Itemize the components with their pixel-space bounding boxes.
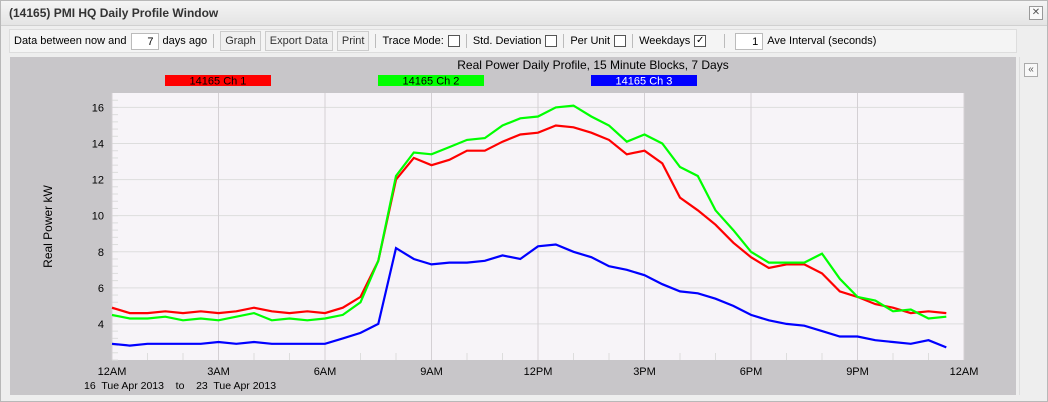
legend-swatch bbox=[591, 75, 697, 86]
separator bbox=[632, 34, 634, 48]
y-axis-label: Real Power kW bbox=[41, 184, 55, 267]
x-tick-label: 9AM bbox=[420, 366, 443, 378]
x-tick-label: 3PM bbox=[633, 366, 656, 378]
x-tick-label: 6PM bbox=[740, 366, 763, 378]
print-button[interactable]: Print bbox=[336, 31, 370, 51]
per-unit-checkbox[interactable] bbox=[614, 35, 627, 47]
legend-swatch bbox=[378, 75, 484, 86]
x-tick-label: 6AM bbox=[314, 366, 337, 378]
x-tick-label: 12AM bbox=[98, 366, 127, 378]
y-tick-label: 14 bbox=[92, 139, 104, 151]
std-deviation-label: Std. Deviation bbox=[472, 35, 542, 47]
separator bbox=[465, 34, 467, 48]
days-input[interactable]: 7 bbox=[130, 32, 159, 50]
toolbar: Data between now and 7 days ago Graph Ex… bbox=[9, 29, 1017, 53]
legend-swatch bbox=[165, 75, 271, 86]
y-tick-label: 4 bbox=[98, 319, 104, 331]
y-tick-label: 12 bbox=[92, 175, 104, 187]
std-deviation-checkbox[interactable] bbox=[545, 35, 558, 47]
export-data-button[interactable]: Export Data bbox=[264, 31, 333, 51]
series-line-3 bbox=[111, 243, 947, 349]
legend-label: 14165 Ch 2 bbox=[403, 76, 460, 88]
graph-button[interactable]: Graph bbox=[220, 31, 261, 51]
x-tick-label: 9PM bbox=[846, 366, 869, 378]
weekdays-checkbox[interactable]: ✓ bbox=[694, 35, 707, 47]
data-between-label: Data between now and bbox=[14, 35, 127, 47]
series-line-2 bbox=[111, 104, 947, 322]
title-bar[interactable]: (14165) PMI HQ Daily Profile Window ✕ bbox=[1, 1, 1047, 26]
y-tick-label: 8 bbox=[98, 247, 104, 259]
y-tick-label: 10 bbox=[92, 211, 104, 223]
interval-label: Ave Interval (seconds) bbox=[767, 35, 877, 47]
trace-mode-label: Trace Mode: bbox=[382, 35, 444, 47]
legend-label: 14165 Ch 3 bbox=[616, 76, 673, 88]
legend-label: 14165 Ch 1 bbox=[190, 76, 247, 88]
x-tick-label: 12PM bbox=[524, 366, 553, 378]
line-chart: 4 6 8 10 12 14 16 12AM 3AM 6AM 9AM 12PM 3PM 6PM 9PM 12A… bbox=[41, 58, 979, 392]
side-panel: « bbox=[1019, 57, 1044, 395]
close-icon[interactable]: ✕ bbox=[1029, 6, 1043, 20]
x-tick-label: 3AM bbox=[207, 366, 230, 378]
weekdays-label: Weekdays bbox=[639, 35, 691, 47]
date-range: 16 Tue Apr 2013 to 23 Tue Apr 2013 bbox=[84, 380, 276, 392]
interval-input[interactable]: 1 bbox=[735, 32, 764, 50]
chart-panel: 4 6 8 10 12 14 16 12AM 3AM 6AM 9AM 12PM 3PM 6PM 9PM 12A… bbox=[10, 57, 1016, 395]
x-tick-label: 12AM bbox=[950, 366, 979, 378]
separator bbox=[563, 34, 565, 48]
separator bbox=[724, 34, 726, 48]
y-tick-label: 16 bbox=[92, 102, 104, 114]
per-unit-label: Per Unit bbox=[570, 35, 611, 47]
days-ago-label: days ago bbox=[162, 35, 208, 47]
y-tick-label: 6 bbox=[98, 283, 104, 295]
collapse-icon[interactable]: « bbox=[1024, 63, 1038, 77]
chart-title: Real Power Daily Profile, 15 Minute Bloc… bbox=[457, 58, 728, 72]
separator bbox=[213, 34, 215, 48]
series-line-1 bbox=[111, 124, 947, 315]
window-title: (14165) PMI HQ Daily Profile Window bbox=[9, 6, 219, 20]
separator bbox=[375, 34, 377, 48]
trace-mode-checkbox[interactable] bbox=[447, 35, 460, 47]
